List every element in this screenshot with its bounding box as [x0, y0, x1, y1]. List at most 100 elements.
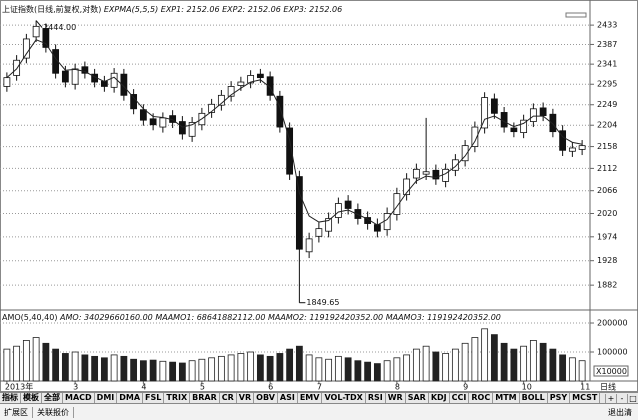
readout: MAAMO3: 119192420352.00 — [386, 313, 501, 322]
indicator-tab[interactable]: BOLL — [520, 393, 548, 403]
candle-body — [42, 28, 50, 48]
y-tick-label: 1974 — [597, 232, 617, 241]
volume-bar — [481, 328, 489, 382]
annotation-pointer — [35, 20, 43, 28]
indicator-tab[interactable]: DMI — [95, 393, 118, 403]
x-tick-label: 3 — [73, 383, 78, 392]
x-tick-label: 2013年 — [5, 382, 33, 392]
volume-bar — [578, 360, 586, 382]
volume-bar — [500, 342, 508, 382]
indicator-tab[interactable]: FSL — [143, 393, 165, 403]
candle-body — [159, 117, 167, 128]
annotation-label: 1849.65 — [306, 298, 339, 307]
indicator-tab[interactable]: WR — [386, 393, 406, 403]
indicator-tab[interactable]: DMA — [117, 393, 144, 403]
frame — [0, 0, 638, 392]
candle-body — [237, 81, 245, 86]
bottom-tab[interactable]: 关联报价 — [33, 406, 74, 418]
indicator-tab[interactable]: 模板 — [21, 393, 42, 403]
candle-body — [266, 76, 274, 96]
candle-body — [403, 178, 411, 196]
volume-bar — [237, 353, 245, 382]
candle-body — [71, 68, 79, 85]
volume-bar — [412, 348, 420, 382]
candle-body — [149, 118, 157, 126]
volume-bar — [510, 348, 518, 382]
candle-body — [481, 97, 489, 129]
indicator-tab[interactable]: PSY — [548, 393, 571, 403]
volume-bar — [471, 337, 479, 382]
indicator-tab[interactable]: ASI — [278, 393, 298, 403]
indicator-tab[interactable]: EMV — [298, 393, 323, 403]
control-button[interactable]: + — [605, 393, 616, 403]
candle-body — [471, 126, 479, 147]
control-button[interactable]: - — [616, 393, 627, 403]
volume-bar — [520, 345, 528, 382]
indicator-tab[interactable]: RSI — [366, 393, 386, 403]
indicator-tab[interactable]: SAR — [406, 393, 429, 403]
indicator-tab[interactable]: MACD — [63, 393, 95, 403]
y-tick-label: 2066 — [597, 186, 617, 195]
indicator-tab[interactable]: CR — [220, 393, 237, 403]
indicator-tab[interactable]: 全部 — [42, 393, 63, 403]
volume-bar — [344, 357, 352, 382]
indicator-name: EXPMA(5,5,5) — [104, 5, 158, 14]
volume-bar — [208, 357, 216, 382]
volume-bar — [559, 354, 567, 382]
candle-body — [568, 147, 576, 152]
bottom-tab[interactable]: 扩展区 — [0, 406, 33, 418]
unit-box — [593, 365, 629, 377]
volume-bar — [32, 337, 40, 382]
y-tick-label: 2433 — [597, 21, 617, 30]
y-tick-label: 2158 — [597, 142, 617, 151]
volume-bar — [393, 357, 401, 382]
volume-bar — [490, 334, 498, 382]
indicator-tab[interactable]: CCI — [450, 393, 470, 403]
indicator-tab[interactable]: TRIX — [164, 393, 191, 403]
y-tick-label: 200000 — [597, 319, 628, 328]
volume-bar — [383, 360, 391, 382]
candle-body — [32, 25, 40, 38]
exit-button[interactable]: 退出清 — [608, 407, 632, 417]
volume-bar — [539, 342, 547, 382]
y-tick-label: 2387 — [597, 40, 617, 49]
indicator-tab[interactable]: BRAR — [190, 393, 220, 403]
candle-body — [22, 38, 30, 59]
candle-body — [3, 77, 11, 87]
y-tick-label: 2112 — [597, 164, 617, 173]
volume-bar — [130, 358, 138, 382]
volume-bar — [247, 351, 255, 382]
indicator-tab[interactable]: VR — [237, 393, 255, 403]
indicator-tab[interactable]: 指标 — [0, 393, 21, 403]
x-tick-label: 8 — [395, 383, 400, 392]
candle-body — [247, 75, 255, 84]
volume-header: AMO(5,40,40) AMO: 34029660160.00 MAAMO1:… — [2, 313, 501, 322]
indicator-tab[interactable]: MTM — [493, 393, 520, 403]
candle-body — [139, 109, 147, 121]
annotation-label: 2444.00 — [43, 23, 76, 32]
volume-bar — [198, 358, 206, 382]
volume-bar — [373, 363, 381, 382]
volume-bar — [334, 355, 342, 382]
volume-bar — [227, 354, 235, 382]
volume-bar — [286, 348, 294, 382]
indicator-tab[interactable]: OBV — [254, 393, 278, 403]
candle-body — [110, 72, 118, 88]
x-tick-label: 9 — [463, 383, 468, 392]
indicator-tab[interactable]: ROC — [469, 393, 494, 403]
x-tick-label: 4 — [141, 383, 146, 392]
indicator-tab[interactable]: KDJ — [429, 393, 450, 403]
x-tick-label: 11 — [580, 383, 590, 392]
indicator-tab[interactable]: MCST — [570, 393, 601, 403]
chart-title: 上证指数(日线,前复权,对数) — [2, 4, 101, 14]
volume-bar — [13, 345, 21, 382]
candle-body — [578, 145, 586, 150]
volume-bar — [217, 355, 225, 382]
volume-bar — [188, 360, 196, 382]
price-header: 上证指数(日线,前复权,对数) EXPMA(5,5,5) EXP1: 2152.… — [2, 4, 342, 14]
volume-bar — [71, 351, 79, 382]
control-button[interactable]: □ — [627, 393, 638, 403]
indicator-tab[interactable]: VOL-TDX — [322, 393, 366, 403]
window-icon[interactable] — [565, 12, 587, 18]
readout: AMO: 34029660160.00 — [59, 313, 153, 322]
